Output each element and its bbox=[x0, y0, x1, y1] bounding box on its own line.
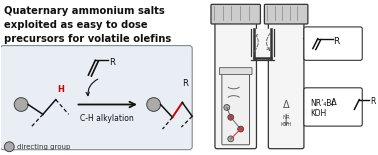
FancyBboxPatch shape bbox=[222, 71, 249, 145]
Text: directing group: directing group bbox=[17, 144, 71, 150]
Circle shape bbox=[147, 98, 161, 111]
Text: H: H bbox=[58, 85, 65, 94]
Text: NR: NR bbox=[282, 115, 290, 120]
FancyArrowPatch shape bbox=[254, 34, 258, 51]
FancyBboxPatch shape bbox=[219, 68, 252, 75]
Text: precursors for volatile olefins: precursors for volatile olefins bbox=[5, 34, 172, 44]
Circle shape bbox=[5, 142, 14, 152]
Text: Quaternary ammonium salts: Quaternary ammonium salts bbox=[5, 6, 165, 16]
FancyBboxPatch shape bbox=[268, 19, 304, 149]
FancyBboxPatch shape bbox=[215, 19, 256, 149]
Text: Δ: Δ bbox=[283, 100, 290, 109]
FancyBboxPatch shape bbox=[264, 4, 308, 24]
FancyArrowPatch shape bbox=[86, 79, 98, 96]
Circle shape bbox=[14, 98, 28, 111]
Text: R: R bbox=[370, 97, 375, 106]
Text: exploited as easy to dose: exploited as easy to dose bbox=[5, 20, 148, 30]
FancyBboxPatch shape bbox=[304, 27, 362, 60]
Text: R: R bbox=[182, 79, 188, 88]
Text: NR'₄Br: NR'₄Br bbox=[310, 99, 335, 108]
Text: C-H alkylation: C-H alkylation bbox=[80, 114, 134, 123]
Text: R: R bbox=[109, 58, 115, 67]
FancyBboxPatch shape bbox=[0, 46, 192, 150]
Text: KOH: KOH bbox=[280, 122, 292, 127]
Text: R: R bbox=[334, 37, 340, 46]
FancyBboxPatch shape bbox=[304, 88, 362, 126]
Circle shape bbox=[228, 136, 234, 142]
Circle shape bbox=[224, 104, 230, 110]
Circle shape bbox=[228, 114, 234, 120]
Text: KOH: KOH bbox=[310, 109, 326, 118]
Circle shape bbox=[238, 126, 243, 132]
Text: Δ: Δ bbox=[331, 98, 336, 107]
FancyArrowPatch shape bbox=[266, 33, 270, 51]
FancyBboxPatch shape bbox=[211, 4, 260, 24]
